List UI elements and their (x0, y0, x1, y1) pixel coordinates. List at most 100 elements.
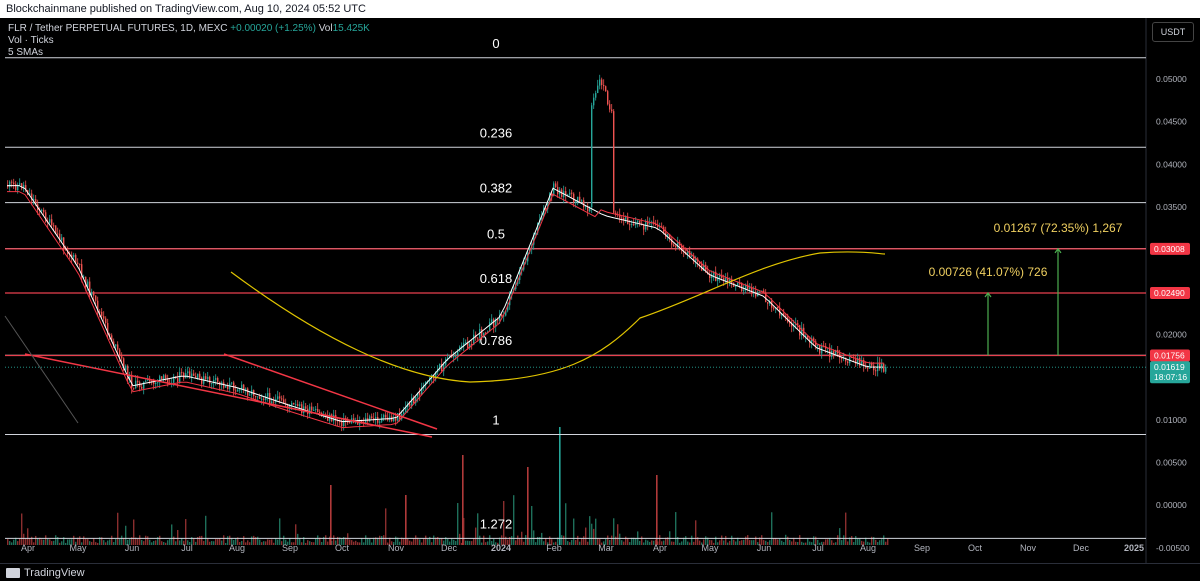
candle-body (759, 291, 761, 293)
volume-bar (747, 535, 749, 545)
volume-bar (427, 538, 429, 545)
volume-bar (193, 538, 195, 545)
volume-bar (195, 541, 197, 545)
legend-symbol-row: FLR / Tether PERPETUAL FUTURES, 1D, MEXC… (8, 23, 370, 35)
candle-body (361, 420, 363, 422)
volume-bar (135, 537, 137, 545)
x-axis-tick-label: May (69, 543, 87, 553)
volume-bar (429, 536, 431, 545)
candle-body (9, 181, 11, 188)
candle-body (499, 314, 501, 321)
volume-bar (13, 539, 15, 545)
legend-sma-indicator[interactable]: 5 SMAs (8, 47, 44, 58)
volume-bar (331, 541, 333, 545)
candle-body (273, 401, 275, 403)
volume-bar (857, 538, 859, 545)
currency-button[interactable]: USDT (1152, 22, 1194, 42)
candle-body (337, 420, 339, 422)
candle-body (75, 255, 77, 263)
candle-body (533, 234, 535, 245)
volume-bar (415, 535, 417, 545)
volume-bar (683, 537, 685, 545)
candle-body (33, 199, 35, 201)
candle-body (443, 364, 445, 372)
volume-bar (659, 535, 661, 545)
volume-bar (735, 541, 737, 545)
chart-area[interactable]: 0 0.236 0.382 0.5 0.618 0.786 1 1.272 0.01267 (7… (0, 18, 1200, 563)
volume-bar (727, 542, 729, 545)
volume-bar (377, 537, 379, 545)
candle-body (141, 386, 143, 389)
volume-bar (9, 541, 11, 545)
candle-body (145, 380, 147, 382)
price-chart[interactable]: 0 0.236 0.382 0.5 0.618 0.786 1 1.272 0.01267 (7… (0, 18, 1200, 563)
candle-body (811, 338, 813, 343)
volume-bar (423, 538, 425, 545)
volume-bar (811, 542, 813, 545)
candle-body (51, 219, 53, 226)
candle-body (615, 212, 617, 215)
volume-bar (11, 542, 13, 545)
volume-bar (831, 540, 833, 545)
candle-body (421, 387, 423, 395)
candle-body (737, 282, 739, 286)
candle-body (569, 192, 571, 195)
candle-body (127, 365, 129, 380)
y-axis-tick-label: 0.01000 (1156, 415, 1187, 425)
candle-body (861, 359, 863, 366)
candle-body (863, 359, 865, 366)
volume-bar (59, 542, 61, 545)
volume-bar (651, 540, 653, 545)
volume-bar (759, 537, 761, 545)
volume-bar (793, 537, 795, 545)
candle-body (79, 264, 81, 266)
volume-bar (275, 538, 277, 545)
price-change: +0.00020 (+1.25%) (230, 23, 316, 34)
vol-label: Vol (318, 23, 333, 34)
vol-value: 15.425K (332, 23, 370, 34)
candle-body (205, 376, 207, 380)
candle-body (19, 183, 21, 186)
candle-body (103, 316, 105, 319)
volume-bar (829, 537, 831, 545)
volume-bar (71, 539, 73, 545)
volume-bar (661, 541, 663, 545)
candle-body (703, 264, 705, 271)
volume-bar (579, 541, 581, 545)
volume-bar (863, 541, 865, 545)
volume-bar (581, 538, 583, 545)
volume-bar (869, 542, 871, 545)
volume-bar (883, 535, 885, 545)
volume-bar (387, 542, 389, 545)
volume-bar (809, 541, 811, 545)
candle-body (689, 251, 691, 257)
volume-bar (277, 539, 279, 545)
volume-bar (269, 539, 271, 545)
volume-bar (355, 540, 357, 545)
volume-bar (483, 535, 485, 545)
volume-bar (249, 542, 251, 545)
candle-body (655, 223, 657, 225)
volume-bar (357, 542, 359, 545)
legend-volume-indicator[interactable]: Vol · Ticks (8, 35, 54, 46)
volume-bar (87, 539, 89, 545)
candle-body (105, 318, 107, 324)
candle-body (583, 200, 585, 208)
candle-body (383, 414, 385, 418)
volume-bar (391, 541, 393, 545)
candle-body (135, 380, 137, 389)
volume-bar (617, 524, 619, 545)
candle-body (23, 185, 25, 189)
volume-bar (97, 542, 99, 545)
candle-body (767, 302, 769, 304)
candle-body (835, 350, 837, 355)
candle-body (727, 277, 729, 283)
symbol-title[interactable]: FLR / Tether PERPETUAL FUTURES, 1D, MEXC (8, 23, 228, 34)
candle-body (409, 403, 411, 406)
volume-bar (455, 540, 457, 545)
price-tag-text: 0.02490 (1154, 288, 1185, 298)
candle-body (291, 402, 293, 406)
candle-body (289, 405, 291, 408)
volume-bar (545, 538, 547, 545)
volume-bar (591, 523, 593, 545)
